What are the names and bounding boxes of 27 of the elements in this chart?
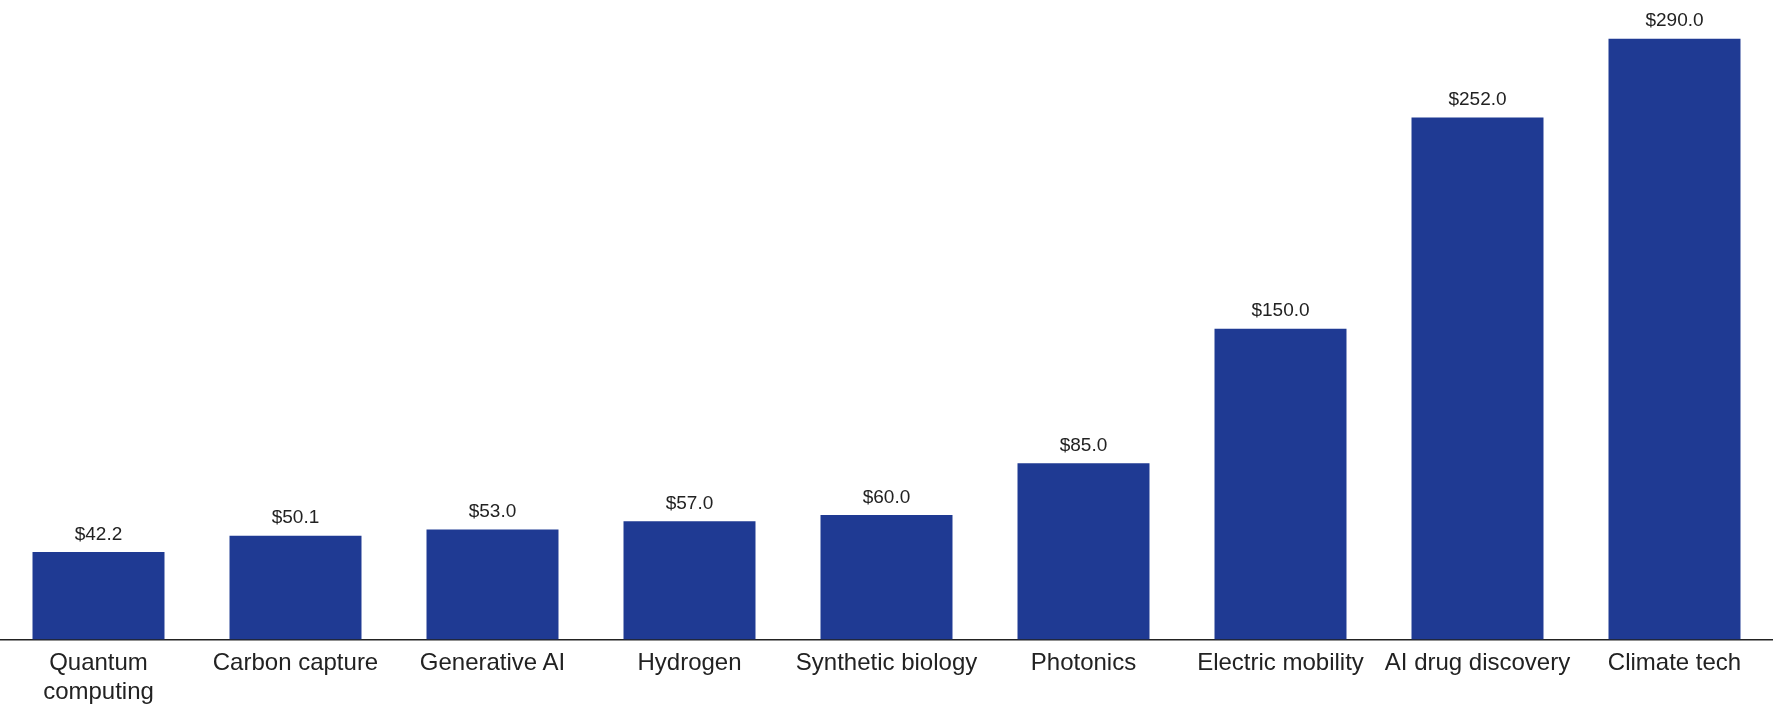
data-label: $150.0 (1251, 299, 1310, 321)
bar (229, 535, 362, 640)
x-tick-label: Synthetic biology (795, 648, 978, 676)
data-label: $50.1 (271, 506, 320, 528)
bar (426, 529, 559, 640)
x-tick-label: Photonics (1030, 648, 1137, 676)
x-tick-label: Hydrogen (637, 648, 742, 676)
bar (623, 521, 756, 640)
data-label: $53.0 (468, 500, 517, 522)
data-label: $290.0 (1645, 9, 1704, 31)
x-tick-label: Carbon capture (212, 648, 379, 676)
data-label: $85.0 (1059, 434, 1108, 456)
x-tick-label: Generative AI (419, 648, 566, 676)
data-label: $42.2 (74, 522, 123, 544)
bar (1017, 463, 1150, 640)
data-label: $252.0 (1448, 88, 1507, 110)
x-tick-label: Climate tech (1607, 648, 1742, 676)
bar (820, 515, 953, 640)
data-label: $60.0 (862, 485, 911, 507)
x-tick-label: Electric mobility (1197, 648, 1364, 676)
x-tick-label: Quantum computing (43, 648, 154, 705)
x-tick-label: AI drug discovery (1384, 648, 1571, 676)
bar (1411, 117, 1544, 640)
bar (1214, 328, 1347, 640)
bar (32, 551, 165, 640)
data-label: $57.0 (665, 492, 714, 514)
bar (1608, 38, 1741, 640)
